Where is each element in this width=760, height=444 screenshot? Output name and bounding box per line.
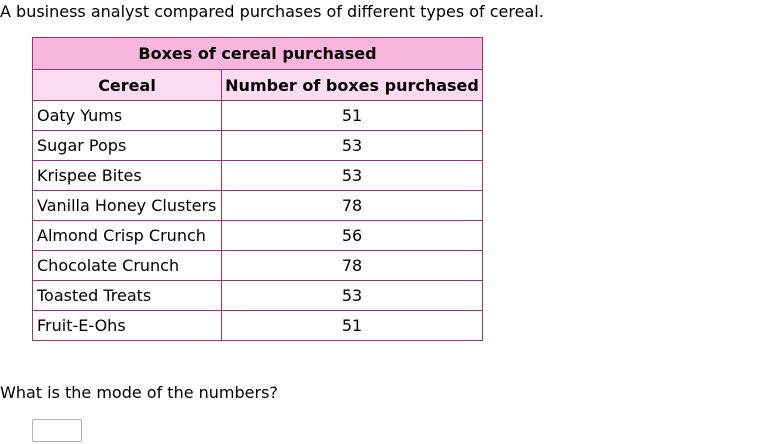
table-row: Krispee Bites 53 xyxy=(32,160,483,191)
cereal-table: Boxes of cereal purchased Cereal Number … xyxy=(32,37,483,341)
table-row: Fruit-E-Ohs 51 xyxy=(32,310,483,341)
table-row: Chocolate Crunch 78 xyxy=(32,250,483,281)
cereal-name: Sugar Pops xyxy=(32,130,222,161)
cereal-name: Fruit-E-Ohs xyxy=(32,310,222,341)
table-title-row: Boxes of cereal purchased xyxy=(32,37,483,70)
boxes-value: 78 xyxy=(221,250,483,281)
table-title: Boxes of cereal purchased xyxy=(32,37,483,70)
boxes-value: 53 xyxy=(221,160,483,191)
boxes-value: 51 xyxy=(221,310,483,341)
answer-input[interactable] xyxy=(32,419,82,442)
boxes-value: 51 xyxy=(221,100,483,131)
table-header-row: Cereal Number of boxes purchased xyxy=(32,69,483,101)
table-row: Almond Crisp Crunch 56 xyxy=(32,220,483,251)
question-text: What is the mode of the numbers? xyxy=(0,383,278,402)
boxes-value: 53 xyxy=(221,280,483,311)
cereal-name: Vanilla Honey Clusters xyxy=(32,190,222,221)
table-row: Toasted Treats 53 xyxy=(32,280,483,311)
cereal-name: Toasted Treats xyxy=(32,280,222,311)
boxes-value: 53 xyxy=(221,130,483,161)
column-header-boxes: Number of boxes purchased xyxy=(221,69,483,101)
boxes-value: 56 xyxy=(221,220,483,251)
cereal-name: Krispee Bites xyxy=(32,160,222,191)
column-header-cereal: Cereal xyxy=(32,69,222,101)
cereal-name: Chocolate Crunch xyxy=(32,250,222,281)
cereal-name: Almond Crisp Crunch xyxy=(32,220,222,251)
intro-text: A business analyst compared purchases of… xyxy=(0,2,544,21)
table-row: Oaty Yums 51 xyxy=(32,100,483,131)
table-row: Vanilla Honey Clusters 78 xyxy=(32,190,483,221)
table-row: Sugar Pops 53 xyxy=(32,130,483,161)
boxes-value: 78 xyxy=(221,190,483,221)
cereal-name: Oaty Yums xyxy=(32,100,222,131)
